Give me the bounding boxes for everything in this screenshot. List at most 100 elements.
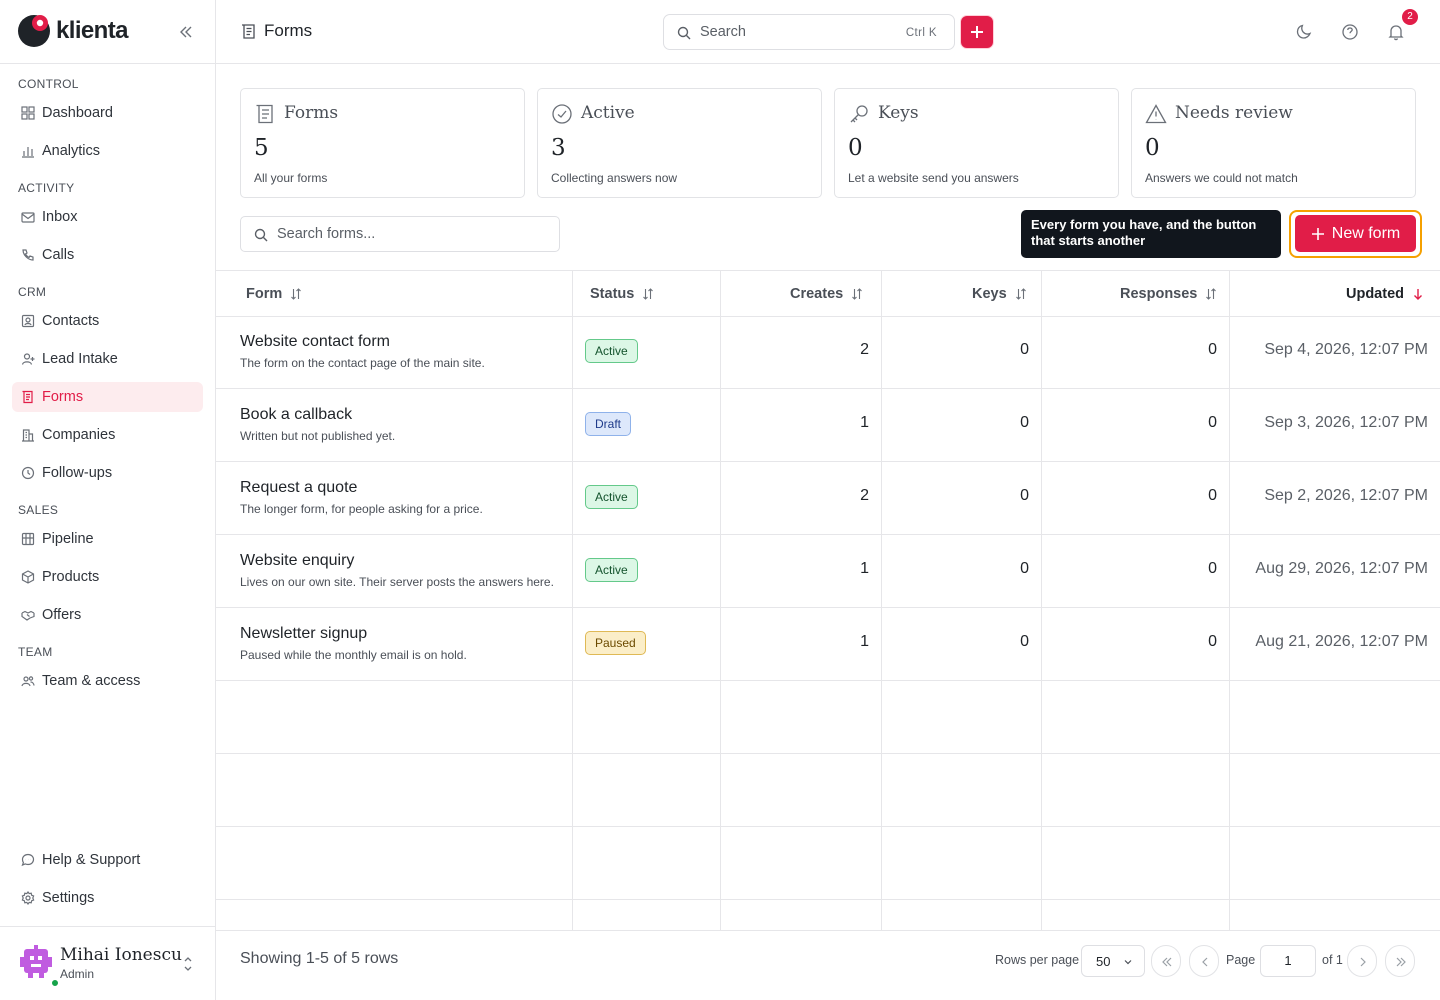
user-plus-icon (20, 351, 36, 367)
nav-section-sales: SALES (18, 503, 59, 517)
help-icon[interactable] (1341, 23, 1359, 41)
form-description: Written but not published yet. (240, 429, 396, 443)
sidebar-item-inbox[interactable]: Inbox (12, 202, 203, 232)
stat-value: 0 (1145, 135, 1160, 161)
sidebar-item-label: Follow-ups (42, 465, 113, 481)
sidebar-item-label: Calls (42, 247, 75, 263)
quick-create-button[interactable] (961, 16, 993, 48)
responses-count: 0 (1208, 487, 1217, 504)
notification-badge: 2 (1402, 9, 1418, 25)
kanban-icon (20, 531, 36, 547)
logo-row: klienta (0, 0, 215, 64)
sort-icon (852, 287, 863, 300)
sidebar-item-companies[interactable]: Companies (12, 420, 203, 450)
column-header-form[interactable]: Form (246, 271, 302, 316)
stat-card-needs-review: Needs review 0 Answers we could not matc… (1131, 88, 1416, 198)
sidebar-item-offers[interactable]: Offers (12, 600, 203, 630)
form-title[interactable]: Website enquiry (240, 552, 355, 569)
next-page-button[interactable] (1347, 945, 1377, 977)
bell-icon[interactable] (1387, 23, 1405, 41)
creates-count: 1 (860, 414, 869, 431)
form-title[interactable]: Request a quote (240, 479, 358, 496)
sidebar-item-settings[interactable]: Settings (12, 883, 203, 913)
sort-icon (291, 287, 302, 300)
sidebar-item-follow-ups[interactable]: Follow-ups (12, 458, 203, 488)
sidebar-item-forms[interactable]: Forms (12, 382, 203, 412)
creates-count: 1 (860, 633, 869, 650)
chevrons-left-icon (1162, 957, 1172, 967)
sidebar-item-lead-intake[interactable]: Lead Intake (12, 344, 203, 374)
responses-count: 0 (1208, 414, 1217, 431)
creates-count: 1 (860, 560, 869, 577)
column-header-keys[interactable]: Keys (972, 271, 1027, 316)
global-search-input[interactable]: Search Ctrl K (663, 14, 955, 50)
status-badge: Active (585, 485, 638, 509)
nav-section-control: CONTROL (18, 77, 79, 91)
stat-description: Answers we could not match (1145, 171, 1298, 185)
form-title[interactable]: Book a callback (240, 406, 353, 423)
creates-count: 2 (860, 341, 869, 358)
sidebar-item-label: Companies (42, 427, 116, 443)
chevron-left-icon (1202, 957, 1208, 967)
sidebar-item-label: Settings (42, 890, 95, 906)
sidebar-item-pipeline[interactable]: Pipeline (12, 524, 203, 554)
sidebar-item-label: Products (42, 569, 100, 585)
stat-value: 0 (848, 135, 863, 161)
form-title[interactable]: Website contact form (240, 333, 390, 350)
sidebar-item-label: Lead Intake (42, 351, 118, 367)
keys-count: 0 (1020, 633, 1029, 650)
keys-count: 0 (1020, 560, 1029, 577)
status-badge: Draft (585, 412, 632, 436)
page-number-input[interactable]: 1 (1260, 945, 1316, 977)
updated-date: Sep 4, 2026, 12:07 PM (1264, 341, 1428, 358)
forms-search-input[interactable]: Search forms... (240, 216, 560, 252)
page-label: Page (1226, 953, 1256, 967)
sidebar-item-products[interactable]: Products (12, 562, 203, 592)
bar-chart-icon (20, 143, 36, 159)
stat-card-forms: Forms 5 All your forms (240, 88, 525, 198)
sidebar-item-dashboard[interactable]: Dashboard (12, 98, 203, 128)
sidebar-item-label: Help & Support (42, 852, 141, 868)
user-profile[interactable]: Mihai Ionescu Admin (0, 926, 215, 1000)
key-icon (850, 105, 868, 123)
gear-icon (20, 890, 36, 906)
clock-icon (20, 465, 36, 481)
contact-card-icon (20, 313, 36, 329)
chevron-up-down-icon[interactable] (182, 955, 194, 973)
search-shortcut: Ctrl K (905, 27, 937, 39)
sidebar-item-analytics[interactable]: Analytics (12, 136, 203, 166)
sidebar-item-label: Dashboard (42, 105, 113, 121)
form-title[interactable]: Newsletter signup (240, 625, 368, 642)
updated-date: Aug 29, 2026, 12:07 PM (1255, 560, 1428, 577)
rows-per-page-value: 50 (1096, 954, 1111, 969)
form-icon (20, 389, 36, 405)
sort-desc-icon (1414, 288, 1422, 300)
mail-icon (20, 209, 36, 225)
sidebar-item-label: Forms (42, 389, 84, 405)
column-header-responses[interactable]: Responses (1120, 271, 1217, 316)
avatar (20, 945, 52, 978)
sidebar-item-help-support[interactable]: Help & Support (12, 845, 203, 875)
first-page-button[interactable] (1151, 945, 1181, 977)
warning-icon (1145, 104, 1167, 124)
stat-label: Active (581, 103, 635, 123)
sidebar-item-contacts[interactable]: Contacts (12, 306, 203, 336)
new-form-button[interactable]: New form (1295, 215, 1416, 252)
tooltip: Every form you have, and the button that… (1021, 210, 1281, 258)
brand-name: klienta (56, 17, 128, 44)
moon-icon[interactable] (1295, 23, 1313, 41)
column-header-creates[interactable]: Creates (790, 271, 863, 316)
rows-per-page-label: Rows per page (995, 953, 1080, 967)
sidebar-item-calls[interactable]: Calls (12, 240, 203, 270)
last-page-button[interactable] (1385, 945, 1415, 977)
new-form-label: New form (1331, 224, 1401, 242)
handshake-icon (20, 607, 36, 623)
column-header-status[interactable]: Status (590, 271, 654, 316)
user-name: Mihai Ionescu (60, 945, 182, 965)
column-header-updated[interactable]: Updated (1346, 271, 1424, 316)
rows-per-page-select[interactable]: 50 (1081, 945, 1145, 977)
previous-page-button[interactable] (1189, 945, 1219, 977)
collapse-sidebar-icon[interactable] (177, 23, 195, 41)
sidebar-item-team-access[interactable]: Team & access (12, 666, 203, 696)
stat-card-keys: Keys 0 Let a website send you answers (834, 88, 1119, 198)
